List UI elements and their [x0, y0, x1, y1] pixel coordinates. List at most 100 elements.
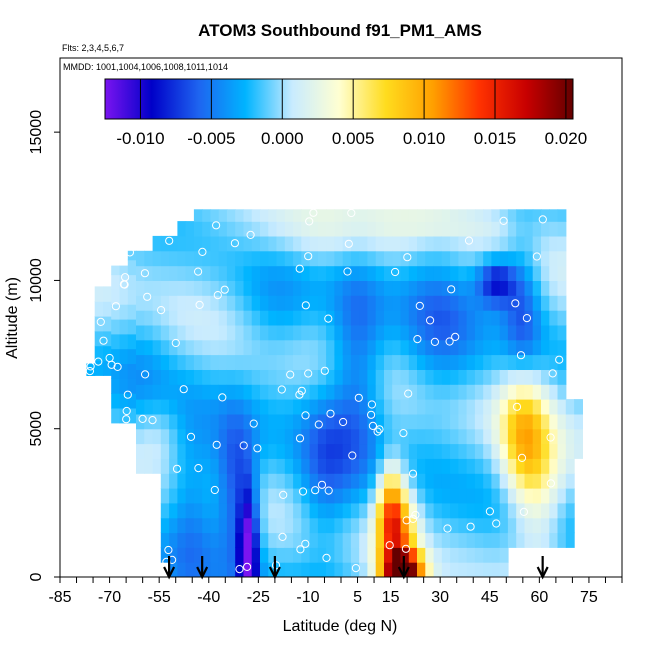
heatmap-cell: [425, 473, 435, 489]
heatmap-cell: [491, 265, 501, 281]
heatmap-cell: [226, 399, 236, 415]
heatmap-cell: [268, 295, 278, 311]
heatmap-cell: [235, 399, 245, 415]
heatmap-cell: [557, 369, 567, 385]
heatmap-cell: [326, 221, 335, 237]
heatmap-cell: [392, 354, 402, 370]
heatmap-cell: [408, 265, 418, 281]
heatmap-cell: [317, 488, 327, 504]
heatmap-cell: [507, 235, 517, 252]
heatmap-cell: [94, 360, 104, 376]
heatmap-cell: [202, 413, 212, 430]
heatmap-cell: [268, 265, 278, 281]
heatmap-cell: [251, 399, 261, 415]
heatmap-cell: [276, 458, 286, 474]
heatmap-cell: [268, 250, 278, 267]
observation-point: [314, 420, 323, 429]
heatmap-cell: [425, 458, 435, 474]
heatmap-cell: [152, 384, 162, 400]
heatmap-cell: [433, 339, 443, 356]
heatmap-cell: [375, 221, 385, 237]
heatmap-cell: [359, 324, 369, 341]
y-axis: 0 5000 10000 15000: [28, 110, 60, 581]
heatmap-cell: [491, 221, 501, 237]
heatmap-cell: [260, 399, 269, 415]
heatmap-cell: [177, 265, 187, 281]
heatmap-cell: [367, 324, 377, 341]
heatmap-cell: [491, 488, 501, 504]
heatmap-cell: [309, 265, 319, 281]
heatmap-cell: [367, 369, 377, 385]
heatmap-cell: [334, 221, 344, 237]
heatmap-cell: [516, 532, 526, 548]
heatmap-cell: [483, 413, 493, 430]
heatmap-cell: [574, 399, 583, 415]
heatmap-cell: [433, 280, 443, 296]
heatmap-cell: [359, 458, 369, 474]
heatmap-cell: [251, 354, 261, 370]
heatmap-cell: [251, 502, 261, 519]
observation-point: [404, 389, 413, 398]
heatmap-cell: [301, 502, 311, 519]
heatmap-cell: [284, 384, 294, 400]
heatmap-cell: [226, 502, 236, 519]
heatmap-cell: [557, 339, 567, 356]
heatmap-cell: [367, 399, 377, 415]
observation-point: [399, 429, 408, 438]
heatmap-cell: [251, 324, 261, 341]
heatmap-cell: [334, 428, 344, 445]
heatmap-cell: [251, 250, 261, 267]
heatmap-cell: [210, 473, 220, 489]
heatmap-cell: [524, 532, 534, 548]
heatmap-cell: [103, 360, 112, 376]
heatmap-cell: [433, 250, 443, 267]
heatmap-cell: [317, 235, 327, 252]
heatmap-cell: [350, 324, 360, 341]
heatmap-cell: [293, 517, 302, 534]
heatmap-cell: [417, 473, 426, 489]
heatmap-cell: [350, 517, 360, 534]
heatmap-cell: [417, 399, 426, 415]
heatmap-cell: [202, 473, 212, 489]
heatmap-cell: [260, 221, 269, 237]
observation-point: [164, 545, 173, 555]
heatmap-cell: [226, 413, 236, 430]
heatmap-cell: [450, 547, 459, 563]
heatmap-cell: [384, 399, 393, 415]
heatmap-cell: [94, 286, 104, 302]
heatmap-cell: [483, 250, 493, 267]
heatmap-cell: [293, 250, 302, 267]
heatmap-cell: [160, 399, 170, 415]
heatmap-cell: [384, 473, 393, 489]
heatmap-cell: [218, 250, 228, 267]
heatmap-cell: [384, 250, 393, 267]
heatmap-cell: [474, 250, 484, 267]
heatmap-cell: [226, 532, 236, 548]
observation-points: [85, 208, 564, 574]
heatmap-cell: [359, 428, 369, 445]
heatmap-cell: [185, 428, 195, 445]
heatmap-cell: [235, 280, 245, 296]
heatmap-cell: [169, 473, 178, 489]
heatmap-cell: [202, 295, 212, 311]
heatmap-cell: [284, 280, 294, 296]
heatmap-cell: [425, 280, 435, 296]
heatmap-cell: [433, 265, 443, 281]
heatmap-cell: [260, 209, 269, 222]
heatmap-cell: [301, 354, 311, 370]
heatmap-cell: [293, 502, 302, 519]
heatmap-cell: [218, 413, 228, 430]
heatmap-cell: [441, 458, 451, 474]
heatmap-cell: [450, 324, 459, 341]
heatmap-cell: [507, 280, 517, 296]
heatmap-cell: [408, 339, 418, 356]
heatmap-cell: [226, 339, 236, 356]
colorbar-tick-label: 0.000: [261, 129, 304, 148]
heatmap-cell: [160, 488, 170, 504]
heatmap-cell: [251, 428, 261, 445]
heatmap-cell: [425, 488, 435, 504]
heatmap-cell: [532, 413, 542, 430]
heatmap-cell: [309, 369, 319, 385]
heatmap-cell: [169, 280, 178, 296]
heatmap-cell: [408, 250, 418, 267]
